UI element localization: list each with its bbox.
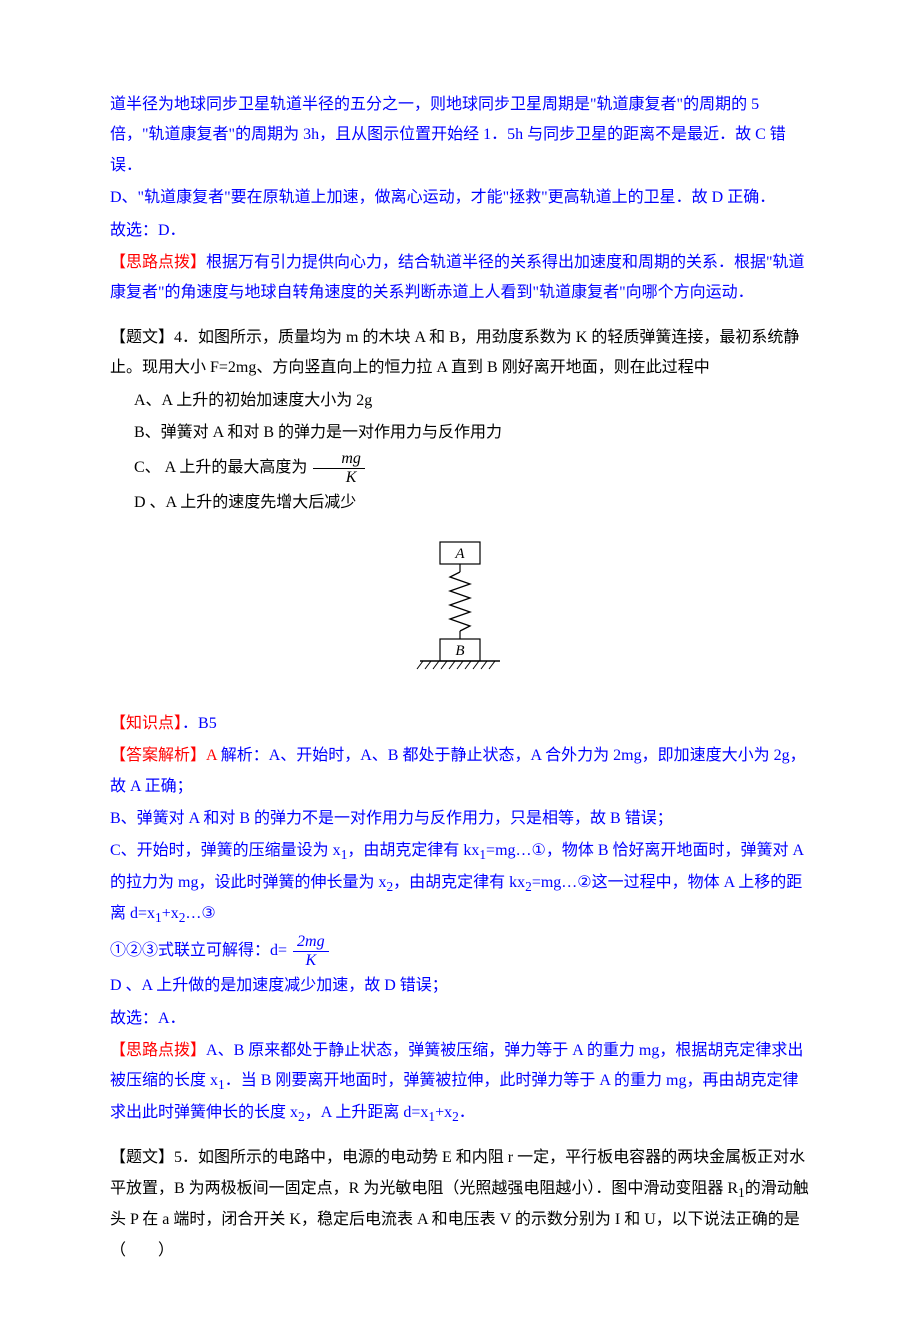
fraction-mg-k: mg K [313, 450, 365, 486]
answer-formula-line: ①②③式联立可解得：d= 2mg K [110, 933, 810, 969]
hint-text-c: ，A 上升距离 d=x [305, 1104, 429, 1121]
hint-paragraph: 【思路点拨】根据万有引力提供向心力，结合轨道半径的关系得出加速度和周期的关系．根… [110, 248, 810, 309]
sub-h1: 1 [218, 1077, 225, 1092]
ans-c-part-b: ，由胡克定律有 kx [347, 842, 479, 859]
knowledge-point: 【知识点】．B5 [110, 709, 810, 739]
q5-text-a: 【题文】5．如图所示的电路中，电源的电动势 E 和内阻 r 一定，平行板电容器的… [110, 1149, 805, 1196]
spring-diagram: A B [110, 537, 810, 687]
sub-2b: 2 [525, 879, 532, 894]
box-a-label: A [454, 546, 465, 562]
hint-label-2: 【思路点拨】 [110, 1042, 206, 1059]
ans-c-part-d: ，由胡克定律有 kx [393, 874, 525, 891]
answer-analysis-a: 【答案解析】A 解析：A、开始时，A、B 都处于静止状态，A 合外力为 2mg，… [110, 741, 810, 802]
answer-analysis-c: C、开始时，弹簧的压缩量设为 x1，由胡克定律有 kx1=mg…①，物体 B 恰… [110, 836, 810, 931]
sub-r1: 1 [738, 1185, 745, 1200]
solution-text-d: D、"轨道康复者"要在原轨道上加速，做离心运动，才能"拯救"更高轨道上的卫星．故… [110, 183, 810, 213]
fraction-numerator-2: 2mg [293, 933, 329, 952]
fraction-denominator-2: K [293, 952, 329, 970]
answer-choice: 故选：A． [110, 1004, 810, 1034]
hint-text-e: ． [459, 1104, 475, 1121]
question-5-stem: 【题文】5．如图所示的电路中，电源的电动势 E 和内阻 r 一定，平行板电容器的… [110, 1143, 810, 1266]
fraction-numerator: mg [313, 450, 365, 469]
sub-1c: 1 [155, 911, 162, 926]
knowledge-label: 【知识点】 [110, 715, 182, 732]
answer-analysis-b: B、弹簧对 A 和对 B 的弹力不是一对作用力与反作用力，只是相等，故 B 错误… [110, 804, 810, 834]
hint-text: 根据万有引力提供向心力，结合轨道半径的关系得出加速度和周期的关系．根据"轨道康复… [110, 254, 805, 301]
ans-c-part-g: …③ [185, 905, 215, 922]
answer-analysis-d: D 、A 上升做的是加速度减少加速，故 D 错误； [110, 971, 810, 1001]
solution-text-c: 道半径为地球同步卫星轨道半径的五分之一，则地球同步卫星周期是"轨道康复者"的周期… [110, 90, 810, 181]
hint-label: 【思路点拨】 [110, 254, 206, 271]
solution-choice: 故选：D． [110, 216, 810, 246]
fraction-denominator: K [313, 469, 365, 487]
hint-text-d: +x [435, 1104, 452, 1121]
sub-h2: 2 [298, 1109, 305, 1124]
formula-prefix: ①②③式联立可解得：d= [110, 942, 291, 959]
knowledge-text: ．B5 [182, 715, 217, 732]
question-4-option-d: D 、A 上升的速度先增大后减少 [110, 488, 810, 518]
ans-c-part-a: C、开始时，弹簧的压缩量设为 x [110, 842, 341, 859]
sub-h2b: 2 [452, 1109, 459, 1124]
fraction-2mg-k: 2mg K [293, 933, 329, 969]
option-c-prefix: C、 A 上升的最大高度为 [134, 459, 307, 476]
spring-svg: A B [405, 537, 515, 687]
question-4-stem: 【题文】4．如图所示，质量均为 m 的木块 A 和 B，用劲度系数为 K 的轻质… [110, 323, 810, 384]
question-4-option-b: B、弹簧对 A 和对 B 的弹力是一对作用力与反作用力 [110, 418, 810, 448]
hint-paragraph-2: 【思路点拨】A、B 原来都处于静止状态，弹簧被压缩，弹力等于 A 的重力 mg，… [110, 1036, 810, 1129]
ans-c-part-f: +x [162, 905, 179, 922]
question-4-option-a: A、A 上升的初始加速度大小为 2g [110, 386, 810, 416]
question-4-option-c: C、 A 上升的最大高度为 mg K [110, 450, 810, 486]
answer-label: 【答案解析】A [110, 747, 221, 764]
box-b-label: B [455, 643, 464, 659]
